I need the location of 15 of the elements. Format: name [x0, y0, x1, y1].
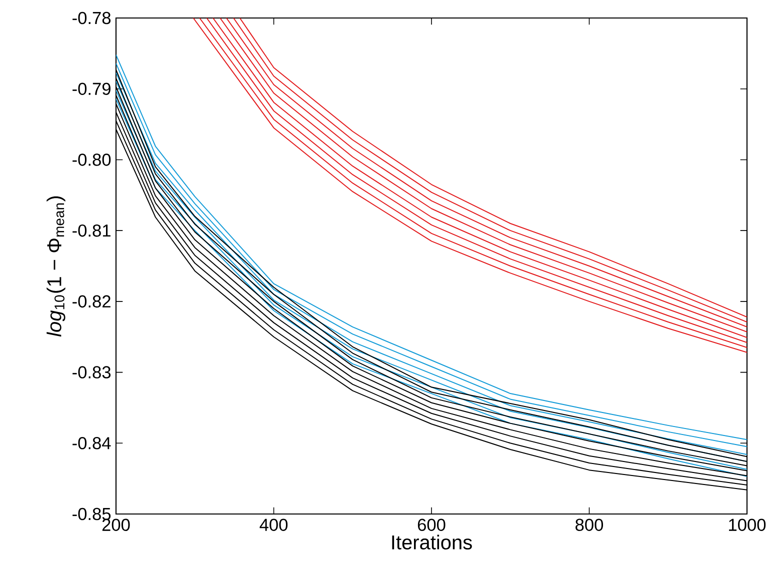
x-tick-label: 1000	[729, 518, 766, 531]
y-axis-title: log$_{10}$(1 − Φ$_{mean}$)	[46, 196, 66, 337]
y-tick-label: -0.82	[72, 295, 110, 308]
y-tick-label: -0.79	[72, 82, 110, 95]
y-tick-label: -0.85	[72, 508, 111, 520]
x-tick-label: 200	[102, 518, 130, 531]
y-tick-label: -0.80	[72, 154, 111, 166]
x-tick-label: 400	[260, 518, 288, 531]
y-tick-label: -0.84	[72, 437, 111, 450]
x-axis-title: Iterations	[392, 534, 472, 550]
x-tick-label: 800	[576, 518, 604, 531]
y-tick-label: -0.78	[72, 12, 111, 24]
y-tick-label: -0.81	[72, 224, 110, 237]
x-tick-label: 600	[418, 518, 446, 531]
y-tick-label: -0.83	[72, 366, 111, 378]
